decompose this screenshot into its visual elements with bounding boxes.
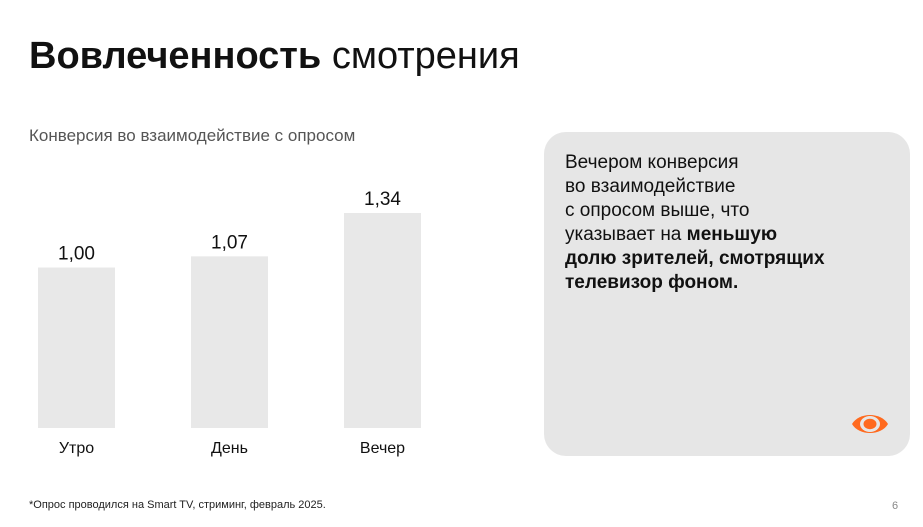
- category-label-1: Утро: [59, 440, 94, 457]
- insight-card: Вечером конверсия во взаимодействие с оп…: [544, 132, 910, 456]
- insight-text: Вечером конверсия во взаимодействие с оп…: [565, 151, 865, 295]
- page-title: Вовлеченность смотрения: [29, 33, 520, 79]
- chart-subtitle: Конверсия во взаимодействие с опросом: [29, 126, 356, 145]
- bar-2: [191, 256, 268, 428]
- insight-line-2: во взаимодействие: [565, 176, 736, 197]
- bar-value-label-3: 1,34: [364, 189, 401, 210]
- title-regular: смотрения: [331, 35, 520, 77]
- category-label-3: Вечер: [360, 440, 405, 457]
- bar-chart: 1,00 Утро 1,07 День 1,34 Вечер: [30, 189, 438, 457]
- insight-line-4-bold: меньшую: [686, 224, 778, 245]
- insight-line-4: указывает на: [565, 224, 687, 245]
- bar-1: [38, 267, 115, 428]
- bar-value-label-1: 1,00: [58, 244, 95, 265]
- category-label-2: День: [211, 440, 248, 457]
- insight-line-3: с опросом выше, что: [565, 200, 750, 221]
- bar-3: [344, 213, 421, 428]
- insight-line-5-bold: долю зрителей, смотрящих: [565, 248, 825, 269]
- insight-line-6-bold: телевизор фоном.: [565, 272, 739, 293]
- eye-icon: [852, 415, 888, 433]
- footnote: *Опрос проводился на Smart TV, стриминг,…: [29, 499, 326, 511]
- bar-value-label-2: 1,07: [211, 232, 248, 253]
- insight-line-1: Вечером конверсия: [565, 152, 739, 173]
- page-number: 6: [892, 500, 899, 512]
- title-bold: Вовлеченность: [29, 35, 322, 77]
